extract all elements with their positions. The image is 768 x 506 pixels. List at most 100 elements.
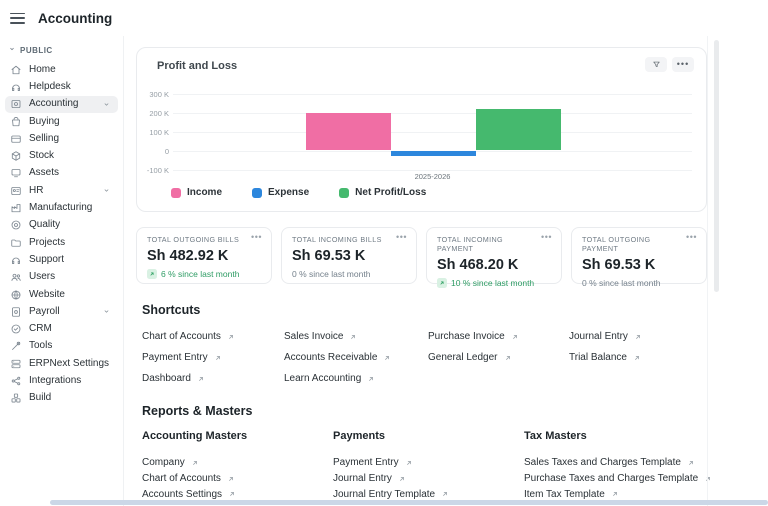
chart-menu-button[interactable]: ••• — [672, 57, 694, 72]
link-payment-entry[interactable]: Payment Entry — [142, 347, 284, 368]
sidebar-item-tools[interactable]: Tools — [5, 338, 118, 355]
sidebar-item-erpnext-settings[interactable]: ERPNext Settings — [5, 355, 118, 372]
sidebar-item-assets[interactable]: Assets — [5, 165, 118, 182]
sidebar-item-buying[interactable]: Buying — [5, 113, 118, 130]
link-trial-balance[interactable]: Trial Balance — [569, 347, 642, 368]
sidebar-item-selling[interactable]: Selling — [5, 130, 118, 147]
sidebar-item-quality[interactable]: Quality — [5, 217, 118, 234]
link-chart-of-accounts[interactable]: Chart of Accounts — [142, 326, 284, 347]
link-label: General Ledger — [428, 352, 498, 363]
reports-masters-grid: Accounting Masters Company Chart of Acco… — [142, 430, 712, 502]
blocks-icon — [11, 393, 21, 403]
sidebar-item-build[interactable]: Build — [5, 390, 118, 407]
sidebar-item-helpdesk[interactable]: Helpdesk — [5, 78, 118, 95]
hamburger-menu-icon[interactable] — [10, 12, 25, 24]
sidebar-item-label: Users — [29, 271, 56, 283]
link-company[interactable]: Company — [142, 455, 333, 471]
link-label: Accounts Receivable — [284, 352, 378, 363]
link-label: Item Tax Template — [524, 488, 605, 500]
sidebar-item-users[interactable]: Users — [5, 269, 118, 286]
card-menu-button[interactable]: ••• — [686, 232, 697, 242]
link-journal-entry[interactable]: Journal Entry — [333, 471, 524, 487]
profit-and-loss-chart-card: Profit and Loss ••• 300 K 200 K 100 K 0 -100… — [136, 47, 707, 212]
sidebar-item-crm[interactable]: CRM — [5, 320, 118, 337]
link-dashboard[interactable]: Dashboard — [142, 368, 284, 389]
card-menu-button[interactable]: ••• — [251, 232, 262, 242]
sidebar-item-payroll[interactable]: Payroll — [5, 303, 118, 320]
card-title: TOTAL INCOMING PAYMENT — [437, 235, 504, 253]
y-axis-tick: -100 K — [146, 165, 169, 175]
chevron-down-icon — [104, 103, 109, 106]
shortcut-column: Chart of Accounts Payment Entry Dashboar… — [142, 326, 284, 389]
number-card-total-incoming-payment[interactable]: TOTAL INCOMING PAYMENT ••• Sh 468.20 K 1… — [426, 227, 562, 288]
sidebar-item-home[interactable]: Home — [5, 61, 118, 78]
chart-filter-button[interactable] — [645, 57, 667, 72]
sidebar-item-label: Stock — [29, 150, 55, 162]
shortcuts-grid: Chart of Accounts Payment Entry Dashboar… — [142, 326, 642, 389]
sidebar-item-hr[interactable]: HR — [5, 182, 118, 199]
vertical-scrollbar[interactable] — [714, 40, 719, 292]
link-learn-accounting[interactable]: Learn Accounting — [284, 368, 428, 389]
link-sales-invoice[interactable]: Sales Invoice — [284, 326, 428, 347]
y-axis-tick: 0 — [164, 146, 169, 156]
arrow-up-right-icon — [369, 376, 374, 381]
link-accounts-settings[interactable]: Accounts Settings — [142, 487, 333, 503]
link-journal-entry[interactable]: Journal Entry — [569, 326, 642, 347]
link-purchase-taxes-and-charges-template[interactable]: Purchase Taxes and Charges Template — [524, 471, 712, 487]
sidebar-item-label: Selling — [29, 132, 60, 144]
chevron-down-icon — [104, 310, 109, 313]
sidebar-item-support[interactable]: Support — [5, 251, 118, 268]
chevron-down-icon — [8, 45, 16, 55]
arrow-up-right-icon — [230, 492, 234, 497]
link-label: Chart of Accounts — [142, 473, 221, 485]
number-card-total-incoming-bills[interactable]: TOTAL INCOMING BILLS ••• Sh 69.53 K 0 % … — [281, 227, 417, 284]
reports-group-payments: Payments Payment Entry Journal Entry Jou… — [333, 430, 524, 502]
link-accounts-receivable[interactable]: Accounts Receivable — [284, 347, 428, 368]
link-label: Company — [142, 457, 185, 469]
link-purchase-invoice[interactable]: Purchase Invoice — [428, 326, 569, 347]
card-value: Sh 468.20 K — [437, 257, 519, 273]
reports-group-title: Tax Masters — [524, 430, 587, 442]
link-sales-taxes-and-charges-template[interactable]: Sales Taxes and Charges Template — [524, 455, 712, 471]
page-title: Accounting — [38, 10, 113, 26]
card-change-text: 10 % since last month — [451, 278, 535, 288]
arrow-up-right-icon — [440, 281, 444, 285]
sidebar-item-accounting[interactable]: Accounting — [5, 95, 118, 113]
chart-title: Profit and Loss — [157, 60, 238, 72]
trend-up-icon — [147, 269, 157, 279]
sidebar-item-stock[interactable]: Stock — [5, 147, 118, 164]
horizontal-scrollbar[interactable] — [50, 500, 768, 505]
card-menu-button[interactable]: ••• — [541, 232, 552, 242]
link-label: Accounts Settings — [142, 488, 223, 500]
sidebar-item-label: CRM — [29, 323, 52, 335]
sidebar-item-integrations[interactable]: Integrations — [5, 372, 118, 389]
link-chart-of-accounts[interactable]: Chart of Accounts — [142, 471, 333, 487]
legend-label: Expense — [268, 187, 310, 198]
gridline — [173, 169, 692, 171]
link-label: Chart of Accounts — [142, 331, 221, 342]
chart-legend: Income Expense Net Profit/Loss — [171, 187, 426, 198]
y-axis-tick: 100 K — [149, 127, 169, 137]
link-journal-entry-template[interactable]: Journal Entry Template — [333, 487, 524, 503]
card-menu-button[interactable]: ••• — [396, 232, 407, 242]
legend-item-income: Income — [171, 187, 222, 198]
link-label: Sales Taxes and Charges Template — [524, 457, 681, 469]
y-axis-tick: 300 K — [149, 89, 169, 99]
shortcuts-heading: Shortcuts — [142, 303, 201, 317]
sidebar-item-website[interactable]: Website — [5, 286, 118, 303]
factory-icon — [11, 204, 21, 213]
number-card-total-outgoing-payment[interactable]: TOTAL OUTGOING PAYMENT ••• Sh 69.53 K 0 … — [571, 227, 707, 288]
link-general-ledger[interactable]: General Ledger — [428, 347, 569, 368]
sidebar-item-projects[interactable]: Projects — [5, 234, 118, 251]
link-item-tax-template[interactable]: Item Tax Template — [524, 487, 712, 503]
card-value: Sh 69.53 K — [292, 248, 366, 264]
globe-icon — [11, 290, 21, 299]
arrow-up-right-icon — [636, 334, 640, 339]
link-label: Purchase Taxes and Charges Template — [524, 473, 699, 485]
link-payment-entry[interactable]: Payment Entry — [333, 455, 524, 471]
card-change-text: 6 % since last month — [161, 269, 240, 279]
chevron-down-icon — [10, 47, 14, 51]
number-card-total-outgoing-bills[interactable]: TOTAL OUTGOING BILLS ••• Sh 482.92 K 6 %… — [136, 227, 272, 284]
sidebar-section-public[interactable]: PUBLIC — [0, 42, 123, 61]
sidebar-item-manufacturing[interactable]: Manufacturing — [5, 199, 118, 216]
